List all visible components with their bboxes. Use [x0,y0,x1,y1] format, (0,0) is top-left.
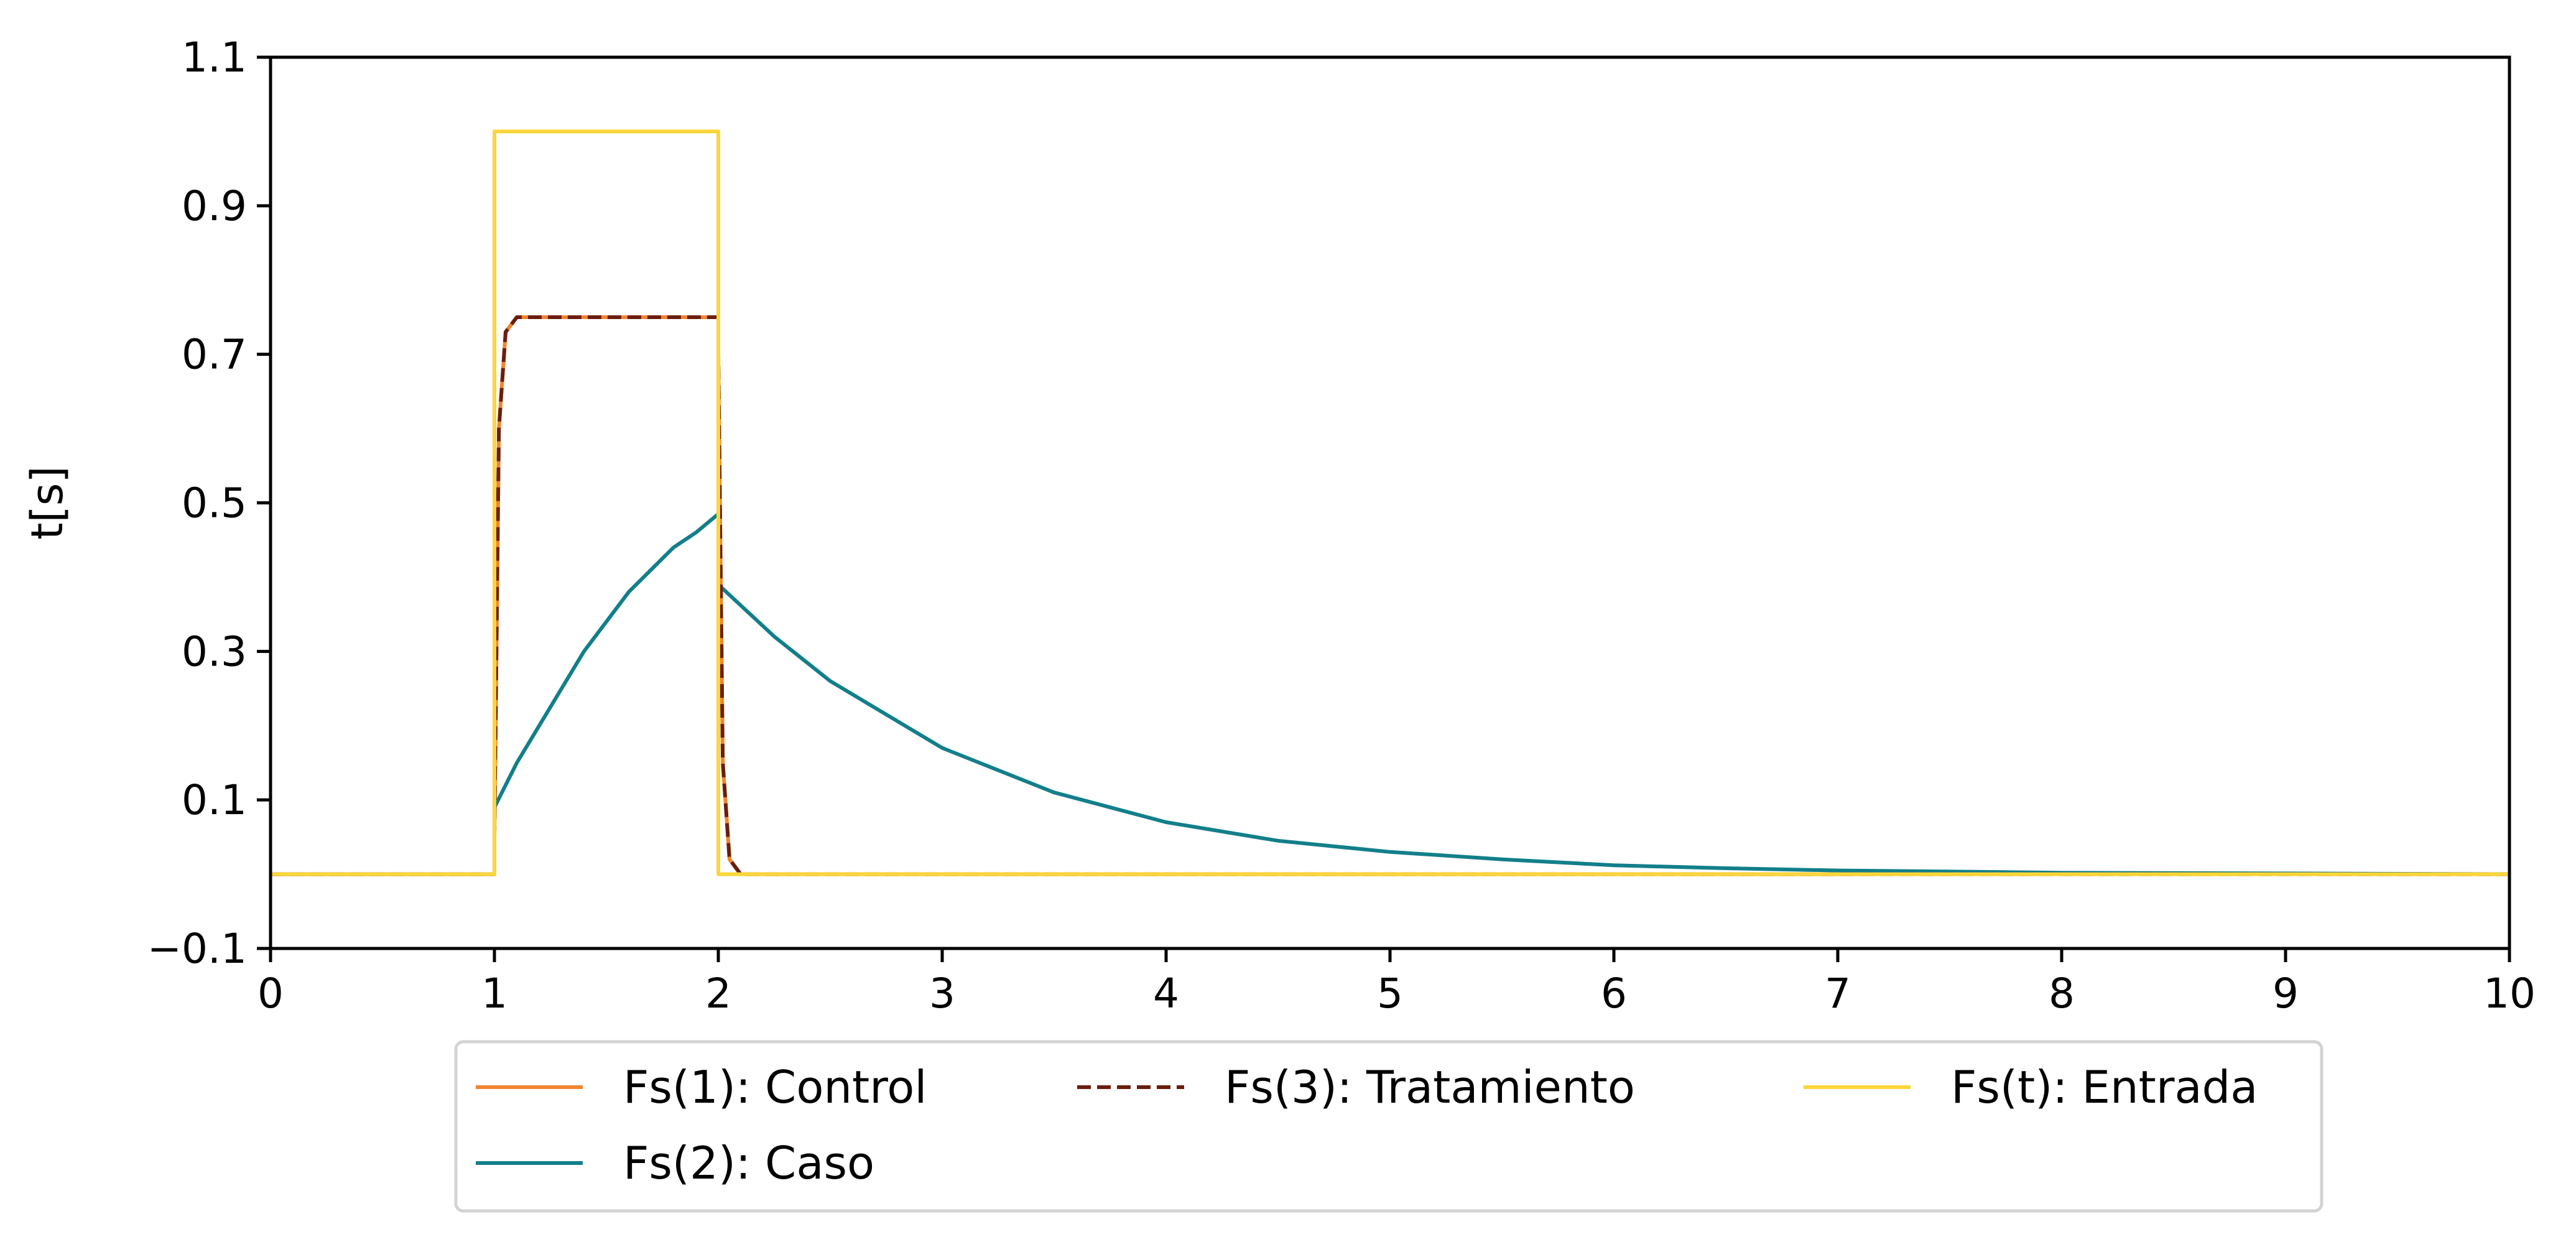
series-line-4 [271,129,2509,876]
x-tick-label: 3 [929,970,955,1018]
x-tick-label: 2 [705,970,731,1018]
x-tick-label: 4 [1153,970,1179,1018]
series-line-3 [271,315,2509,876]
y-tick-label: 0.9 [182,182,247,230]
x-tick-label: 5 [1377,970,1403,1018]
series-line-1 [271,315,2509,876]
y-tick-label: 1.1 [182,34,247,81]
x-tick-label: 0 [257,970,284,1018]
y-tick-label: 0.7 [182,331,247,379]
series-layer [271,129,2510,876]
y-tick-label: −0.1 [147,925,247,973]
legend-label: Fs(1): Control [623,1061,927,1113]
x-tick-label: 7 [1825,970,1851,1018]
legend: Fs(1): Control Fs(2): Caso Fs(3): Tratamie… [454,1040,2323,1213]
y-tick-label: 0.1 [182,776,247,824]
legend-label: Fs(3): Tratamiento [1225,1061,1635,1113]
legend-label: Fs(2): Caso [623,1137,874,1189]
y-tick-label: 0.5 [182,480,247,527]
x-axis: 0 1 2 3 4 5 6 7 8 9 10 [257,948,2536,1018]
legend-label: Fs(t): Entrada [1951,1061,2258,1113]
series-line-2 [271,512,2510,876]
x-tick-label: 6 [1601,970,1627,1018]
plot-frame [269,55,2511,950]
y-tick-label: 0.3 [182,628,247,675]
y-axis-title: t[s] [22,466,73,540]
x-tick-label: 1 [481,970,507,1018]
x-tick-label: 8 [2049,970,2075,1018]
x-tick-label: 9 [2273,970,2299,1018]
x-tick-label: 10 [2483,970,2536,1018]
y-axis: −0.1 0.1 0.3 0.5 0.7 0.9 1.1 [147,34,271,973]
legend-box [454,1040,2323,1213]
